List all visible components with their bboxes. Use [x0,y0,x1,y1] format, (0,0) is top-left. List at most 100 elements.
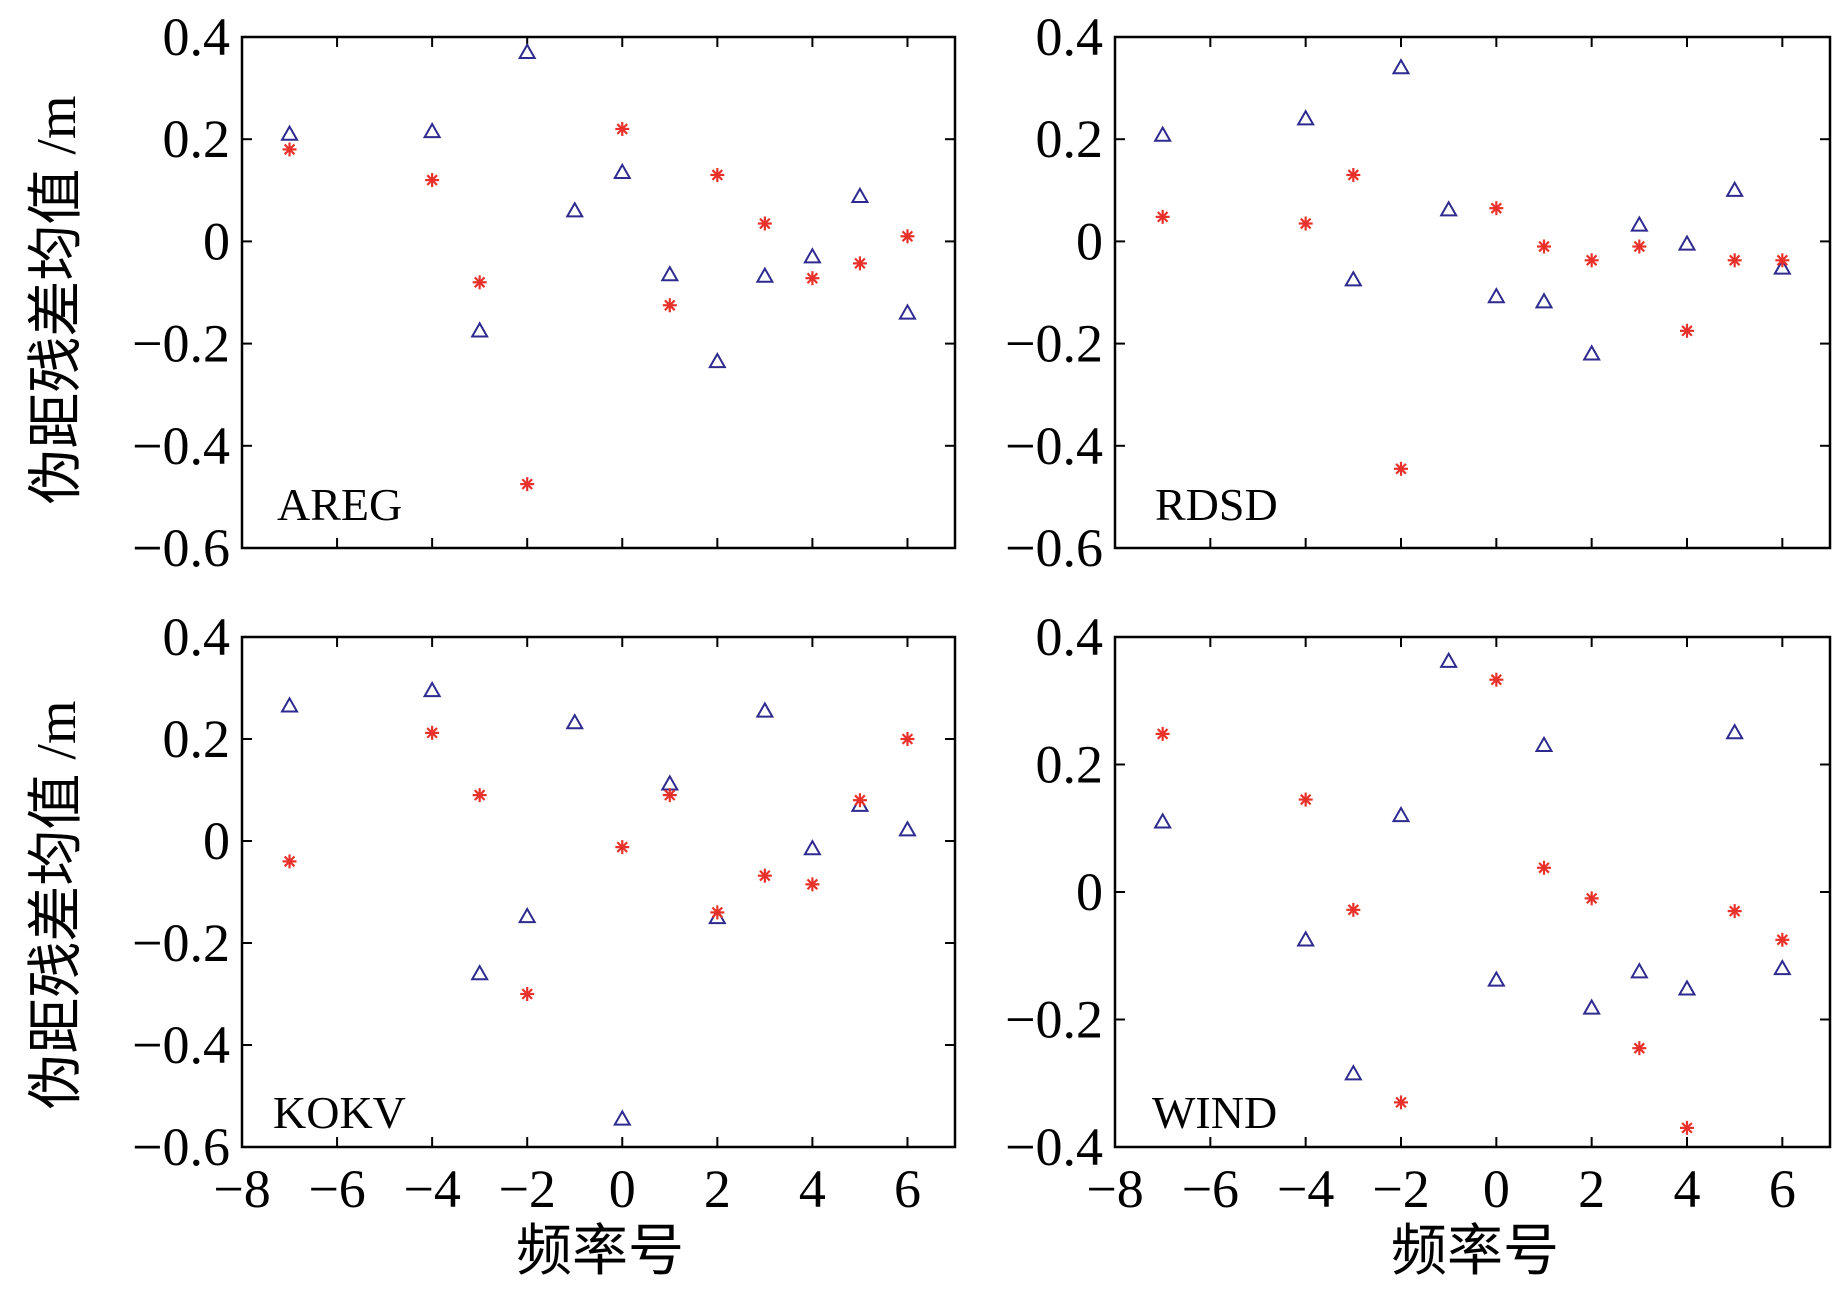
y-tick-label: −0.6 [132,518,230,578]
chart-panel-rdsd: 0.4 0.2 0 −0.2 −0.4 −0.6 RDSD [1005,7,1832,578]
star-point [1537,860,1551,875]
station-label: RDSD [1155,479,1278,530]
star-point [520,477,535,492]
y-tick-label: 0.4 [1036,7,1104,67]
triangle-point [803,247,822,264]
triangle-point [755,266,775,283]
station-label: KOKV [273,1087,406,1138]
x-tick-label: −6 [1182,1159,1239,1219]
y-tick-label: 0.4 [163,7,231,67]
triangle-point [517,42,537,59]
star-point [1680,323,1694,338]
x-tick-label: 2 [704,1159,731,1219]
x-axis-title-right: 频率号 [1391,1221,1559,1283]
y-tick-label: 0.2 [1036,109,1104,169]
triangle-point [517,906,537,924]
triangle-point [470,964,489,981]
star-point [472,788,487,803]
y-tick-label: −0.4 [1005,416,1103,476]
star-point [1727,253,1742,268]
triangle-point [280,696,299,713]
triangle-point [1439,651,1458,668]
x-axis-title-left: 频率号 [516,1221,684,1283]
y-axis-title-top: 伪距残差均值 /m [26,95,88,504]
plot-frame [1113,635,1832,1149]
y-tick-label: 0 [1076,211,1103,271]
star-point [852,793,867,808]
plot-frame [1113,35,1832,550]
triangle-point [898,820,917,837]
star-point [1775,932,1790,947]
x-tick-label: 0 [1483,1159,1510,1219]
star-point [1584,253,1599,268]
y-tick-label: 0.2 [1036,735,1104,795]
y-tick-label: −0.6 [132,1117,230,1177]
star-point [1632,1041,1647,1056]
star-point [615,840,630,855]
y-tick-label: −0.6 [1005,518,1103,578]
y-tick-label: −0.2 [1005,314,1103,374]
y-tick-label: 0 [1076,862,1103,922]
triangle-point [1296,930,1315,947]
triangle-point [660,774,680,791]
star-point [1394,461,1408,476]
triangle-point [565,201,584,218]
chart-panel-kokv: −8 −6 −4 −2 0 2 4 6 0.4 0.2 0 −0.2 −0.4 −0.6 KOKV [132,607,957,1219]
triangle-point [755,701,775,718]
triangle-point [422,122,442,139]
plot-frame [240,35,957,550]
triangle-point [803,839,822,856]
triangle-point [1296,109,1315,126]
y-tick-label: 0.2 [163,709,231,769]
x-tick-label: 2 [1578,1159,1605,1219]
y-axis-title-bottom: 伪距残差均值 /m [26,700,88,1109]
x-tick-label: −8 [213,1159,270,1219]
triangle-point [1391,805,1411,823]
triangle-point [1344,270,1363,287]
star-point [1489,672,1504,687]
triangle-point [280,124,299,141]
x-tick-label: −2 [498,1159,555,1219]
triangle-point [1582,998,1601,1015]
star-point [710,167,725,182]
x-tick-label: −2 [1372,1159,1429,1219]
star-point [1346,902,1361,917]
star-point [1727,904,1742,919]
star-point [662,788,677,803]
y-tick-label: −0.4 [1005,1117,1103,1177]
triangle-point [613,1109,632,1126]
triangle-point [1153,125,1172,142]
triangle-point [1534,292,1554,309]
x-tick-label: 4 [799,1159,826,1219]
star-point [900,732,915,746]
y-tick-label: 0 [203,811,230,871]
x-tick-label: 4 [1674,1159,1701,1219]
triangle-point [1582,344,1601,361]
star-point [757,216,772,231]
triangle-point [1677,979,1697,996]
x-tick-label: −8 [1086,1159,1143,1219]
x-tick-label: −4 [403,1159,460,1219]
star-point [1155,726,1170,741]
y-tick-label: −0.2 [1005,990,1103,1050]
y-tick-label: 0.2 [163,109,231,169]
triangle-point [1677,234,1697,251]
triangle-point [1487,287,1506,304]
star-point [662,298,677,313]
triangle-point [898,303,917,320]
star-point [1489,201,1504,216]
triangle-point [708,351,727,369]
star-point [1298,792,1313,807]
star-point [1346,167,1361,182]
triangle-point [1725,180,1744,197]
star-point [1584,891,1599,906]
star-point [757,868,772,883]
x-tick-label: −4 [1277,1159,1334,1219]
star-point [1155,209,1170,224]
y-tick-label: −0.4 [132,1015,230,1075]
y-tick-label: 0 [203,211,230,271]
chart-panel-areg: 0.4 0.2 0 −0.2 −0.4 −0.6 AREG [132,7,957,578]
x-tick-label: 6 [1769,1159,1796,1219]
triangle-point [1153,812,1172,829]
